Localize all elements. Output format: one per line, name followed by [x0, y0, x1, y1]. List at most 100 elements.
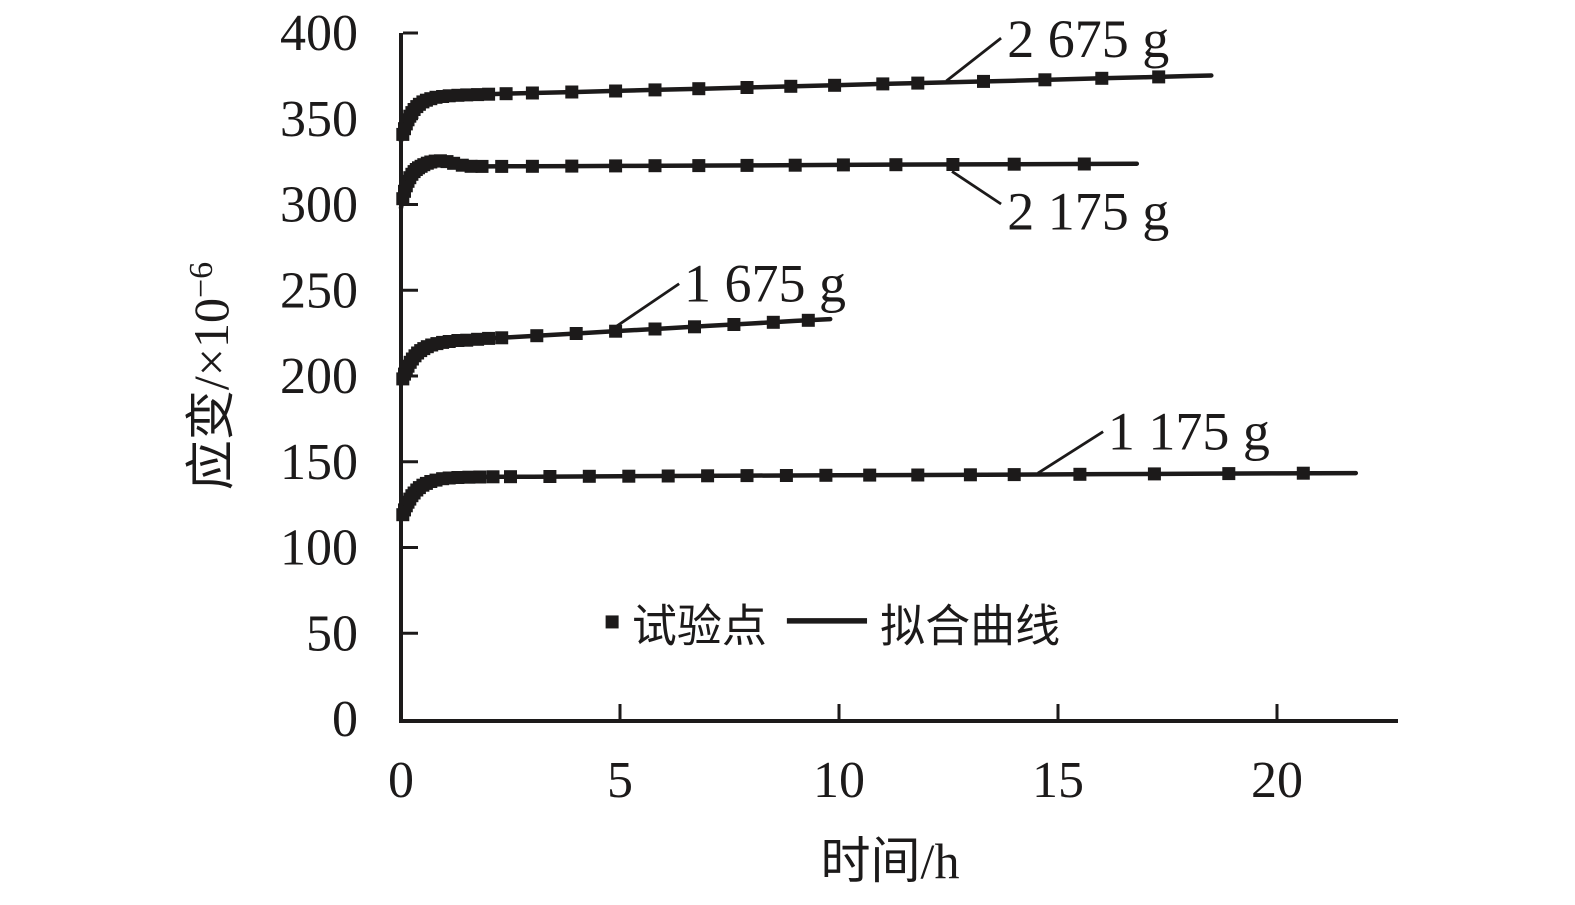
test-point: [482, 87, 496, 101]
test-point: [648, 159, 662, 173]
test-point: [740, 81, 754, 94]
test-point: [788, 158, 802, 172]
y-tick-label: 200: [280, 348, 358, 405]
test-point: [889, 158, 903, 172]
test-point: [1077, 157, 1091, 171]
test-points-1175g: [396, 466, 1310, 522]
test-point: [1222, 467, 1236, 481]
x-tick-label: 0: [388, 752, 414, 809]
test-point: [464, 159, 478, 173]
test-point: [569, 327, 583, 340]
test-point: [963, 468, 977, 482]
test-point: [692, 82, 706, 96]
test-point: [525, 159, 539, 173]
test-point: [565, 85, 579, 99]
x-tick-label: 5: [607, 752, 633, 809]
test-point: [471, 332, 485, 346]
test-point: [911, 76, 925, 90]
legend: 试验点 拟合曲线: [605, 601, 1060, 651]
test-point: [740, 158, 754, 172]
leader-line-2175g: [951, 170, 1002, 206]
test-point: [486, 470, 500, 484]
test-point: [622, 469, 636, 483]
curve-label-2175g: 2 175 g: [1007, 181, 1169, 241]
test-point: [801, 313, 815, 327]
test-point: [530, 329, 544, 343]
x-tick-label: 20: [1251, 752, 1303, 809]
test-point: [740, 469, 754, 483]
curve-label-1175g: 1 175 g: [1108, 402, 1270, 462]
y-tick-label: 350: [280, 91, 358, 148]
test-points-2175g: [396, 154, 1091, 206]
test-point: [692, 159, 706, 173]
y-axis-title-superscript: −6: [183, 262, 220, 298]
test-point: [648, 322, 662, 336]
test-point: [471, 88, 485, 102]
test-point: [1152, 70, 1166, 84]
test-point: [460, 88, 474, 102]
test-point: [977, 74, 990, 88]
test-point: [784, 79, 798, 93]
test-point: [495, 159, 509, 173]
y-tick-label: 250: [280, 262, 358, 319]
test-point: [946, 158, 960, 171]
x-tick-label: 10: [813, 752, 865, 809]
test-point: [495, 331, 509, 345]
data-series: [396, 70, 1359, 523]
test-point: [828, 78, 842, 92]
y-tick-label: 50: [306, 605, 358, 662]
fit-curve-2675g: [398, 73, 1214, 144]
legend-marker-swatch: [605, 615, 619, 629]
test-point: [701, 469, 715, 483]
leader-line-2675g: [945, 37, 1002, 83]
x-axis-title: 时间/h: [821, 833, 960, 889]
test-point: [462, 470, 476, 484]
test-point: [661, 469, 675, 483]
legend-label-test-points: 试验点: [632, 601, 767, 651]
curve-label-2675g: 2 675 g: [1007, 9, 1169, 69]
test-point: [1007, 468, 1021, 482]
test-point: [499, 87, 513, 101]
test-point: [911, 468, 925, 482]
test-point: [473, 470, 487, 484]
test-point: [863, 468, 877, 482]
y-axis-title-main: 应变/×10: [183, 298, 239, 490]
test-point: [451, 471, 465, 484]
test-point: [1147, 467, 1161, 481]
test-point: [460, 333, 474, 347]
leader-line-1675g: [614, 282, 680, 329]
test-point: [609, 84, 623, 98]
y-tick-label: 100: [280, 520, 358, 577]
test-point: [525, 86, 539, 100]
test-point: [648, 83, 662, 97]
test-points-1675g: [396, 313, 815, 386]
y-tick-label: 300: [280, 177, 358, 234]
test-point: [609, 159, 623, 173]
test-point: [836, 158, 850, 172]
test-point: [565, 159, 579, 173]
test-point: [1038, 73, 1052, 87]
curve-label-1675g: 1 675 g: [684, 254, 846, 314]
test-point: [779, 469, 793, 482]
y-tick-label: 150: [280, 434, 358, 491]
curve-annotations: 2 675 g 2 175 g 1 675 g 1 175 g: [614, 9, 1270, 475]
test-point: [1007, 157, 1021, 171]
test-point: [1296, 466, 1310, 480]
test-point: [876, 77, 890, 91]
test-point: [727, 318, 741, 331]
y-tick-label: 0: [332, 691, 358, 748]
test-point: [543, 470, 557, 483]
leader-line-1175g: [1037, 430, 1104, 475]
test-point: [1073, 467, 1087, 481]
test-point: [819, 468, 833, 482]
x-tick-label: 15: [1032, 752, 1084, 809]
y-axis-title: 应变/×10−6: [183, 262, 239, 490]
test-point: [482, 331, 496, 345]
test-point: [475, 159, 489, 173]
test-point: [1095, 71, 1109, 85]
test-point: [504, 470, 517, 484]
test-point: [609, 324, 623, 338]
